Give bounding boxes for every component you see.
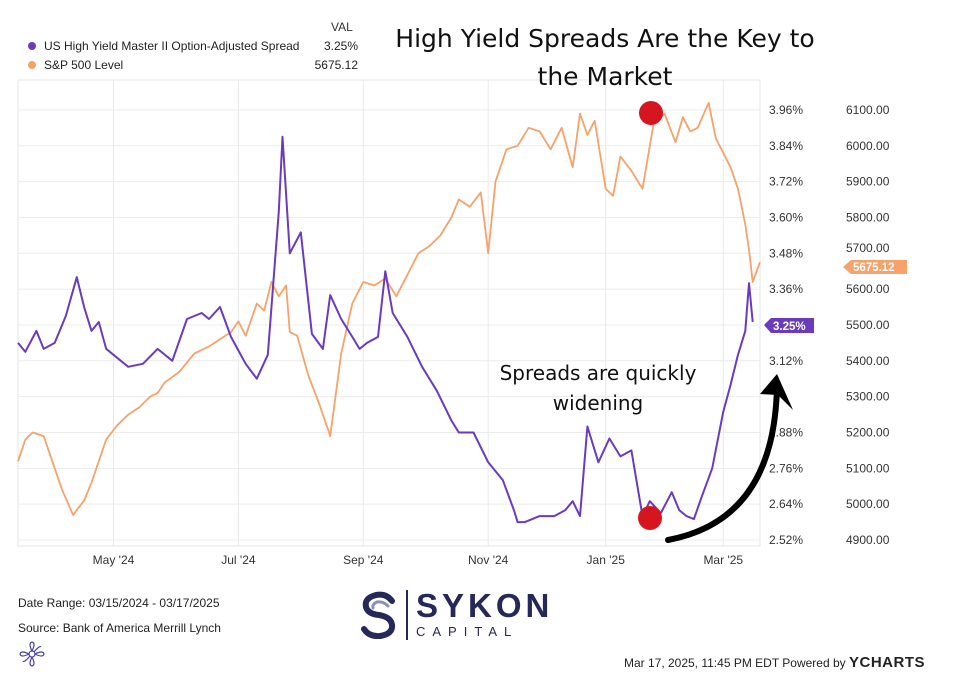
trough-marker xyxy=(638,506,662,530)
x-tick-label: Jul '24 xyxy=(221,553,256,567)
left-tick-label: 2.52% xyxy=(769,533,803,547)
spread-end-label: 3.25% xyxy=(764,318,814,333)
x-tick-label: Jan '25 xyxy=(587,553,626,567)
sykon-s-mark-icon xyxy=(361,591,396,639)
right-tick-label: 4900.00 xyxy=(846,533,890,547)
annotation-text-line1: Spreads are quickly xyxy=(500,361,697,385)
timestamp-text: Mar 17, 2025, 11:45 PM EDT Powered by xyxy=(623,656,846,670)
annotation-arrowhead xyxy=(760,374,793,410)
ycharts-brand[interactable]: YCHARTS xyxy=(848,654,925,671)
left-tick-label: 3.84% xyxy=(769,139,803,153)
right-tick-label: 5700.00 xyxy=(846,241,890,255)
chart-title: High Yield Spreads Are the Key to the Mar… xyxy=(395,24,815,91)
right-tick-label: 5400.00 xyxy=(846,354,890,368)
left-tick-label: 3.96% xyxy=(769,103,803,117)
legend-dot-spread xyxy=(28,42,36,50)
right-tick-label: 5600.00 xyxy=(846,282,890,296)
logo-line1: SYKON xyxy=(416,587,554,624)
right-axis-ticks: 4900.00 5000.00 5100.00 5200.00 5300.00 5400.… xyxy=(846,103,890,547)
grid xyxy=(17,79,761,547)
left-tick-label: 3.72% xyxy=(769,175,803,189)
sp500-end-label: 5675.12 xyxy=(843,260,907,274)
logo-line2: CAPITAL xyxy=(416,624,519,639)
x-tick-label: Nov '24 xyxy=(468,553,509,567)
left-tick-label: 3.60% xyxy=(769,210,803,224)
legend-val-header: VAL xyxy=(331,20,353,34)
date-range-text: Date Range: 03/15/2024 - 03/17/2025 xyxy=(18,596,220,610)
peak-marker xyxy=(639,101,663,125)
right-tick-label: 5300.00 xyxy=(846,390,890,404)
annotation-markers xyxy=(638,101,793,543)
legend-value-sp500: 5675.12 xyxy=(314,58,358,72)
right-tick-label: 6000.00 xyxy=(846,139,890,153)
right-tick-label: 5900.00 xyxy=(846,175,890,189)
x-tick-label: Sep '24 xyxy=(343,553,384,567)
end-labels: 5675.12 3.25% xyxy=(764,260,907,333)
x-tick-label: May '24 xyxy=(93,553,135,567)
right-tick-label: 6100.00 xyxy=(846,103,890,117)
right-tick-label: 5500.00 xyxy=(846,318,890,332)
left-tick-label: 3.36% xyxy=(769,282,803,296)
left-tick-label: 2.76% xyxy=(769,461,803,475)
right-tick-label: 5100.00 xyxy=(846,461,890,475)
sykon-logo: SYKON CAPITAL xyxy=(358,587,554,640)
legend-label-spread: US High Yield Master II Option-Adjusted … xyxy=(44,39,300,53)
x-axis-ticks: May '24 Jul '24 Sep '24 Nov '24 Jan '25 Mar '… xyxy=(93,553,744,567)
sp500-end-value: 5675.12 xyxy=(853,262,895,274)
sp500-series-line xyxy=(17,101,761,516)
left-tick-label: 3.12% xyxy=(769,354,803,368)
right-tick-label: 5000.00 xyxy=(846,497,890,511)
legend-dot-sp500 xyxy=(28,61,36,69)
plot-frame xyxy=(17,79,761,547)
timestamp: Mar 17, 2025, 11:45 PM EDT Powered by YC… xyxy=(624,654,925,671)
x-tick-label: Mar '25 xyxy=(703,553,743,567)
legend-item-spread[interactable]: US High Yield Master II Option-Adjusted … xyxy=(28,38,358,54)
legend-value-spread: 3.25% xyxy=(323,39,358,53)
legend-label-sp500: S&P 500 Level xyxy=(44,58,124,72)
spread-end-value: 3.25% xyxy=(773,321,806,333)
flower-doodle-icon xyxy=(19,641,45,667)
left-axis-ticks: 2.52% 2.64% 2.76% 2.88% 3.12% 3.36% 3.48% 3.60%… xyxy=(769,103,803,547)
left-tick-label: 2.64% xyxy=(769,497,803,511)
annotation-text-line2: widening xyxy=(553,391,644,415)
left-tick-label: 3.48% xyxy=(769,246,803,260)
left-tick-label: 2.88% xyxy=(769,425,803,439)
source-text: Source: Bank of America Merrill Lynch xyxy=(18,621,221,635)
spread-series-line xyxy=(17,135,754,524)
series-layer xyxy=(17,101,761,524)
logo-divider xyxy=(406,590,408,640)
right-tick-label: 5800.00 xyxy=(846,210,890,224)
legend-item-sp500[interactable]: S&P 500 Level 5675.12 xyxy=(28,57,358,73)
annotation-arrow xyxy=(665,382,780,543)
right-tick-label: 5200.00 xyxy=(846,425,890,439)
